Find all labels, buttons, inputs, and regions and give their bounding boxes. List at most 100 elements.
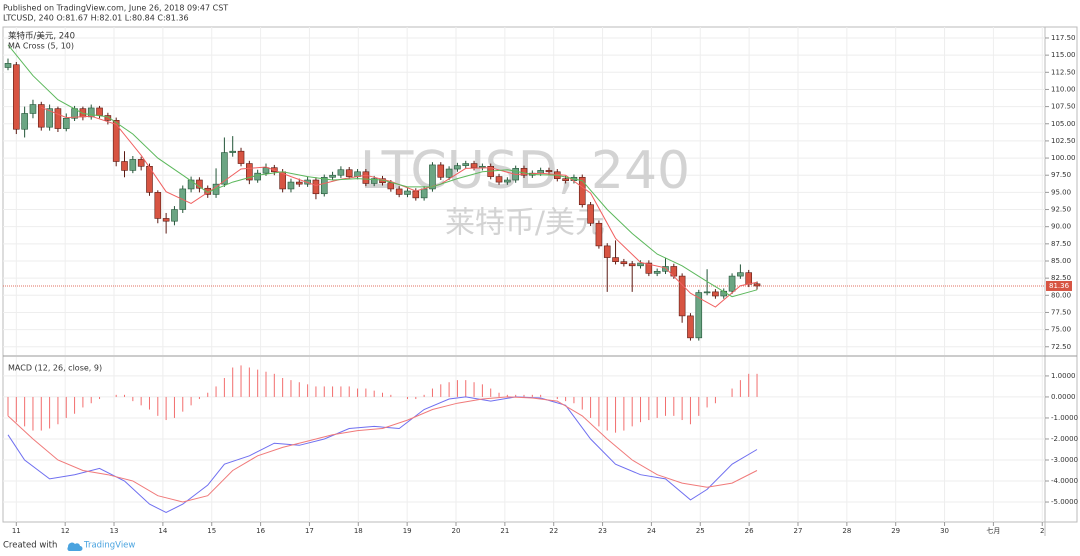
candle-body bbox=[678, 275, 686, 317]
candle-body bbox=[462, 163, 470, 166]
candle-body bbox=[404, 190, 411, 195]
candle-body bbox=[504, 179, 511, 183]
candle-body bbox=[129, 159, 137, 171]
candle-body bbox=[653, 270, 661, 274]
candle-body bbox=[578, 176, 586, 206]
x-tick-label: 13 bbox=[110, 527, 119, 535]
y-tick-label: -3.0000 bbox=[1051, 456, 1078, 464]
candle-body bbox=[362, 171, 370, 184]
logo-cloud bbox=[67, 542, 83, 551]
y-tick-label: 112.50 bbox=[1051, 68, 1076, 76]
candle-body bbox=[112, 120, 120, 162]
x-tick-label: 17 bbox=[305, 527, 314, 535]
candle-body bbox=[728, 275, 736, 292]
last-price-tag bbox=[1046, 280, 1072, 291]
x-tick-label: 12 bbox=[61, 527, 70, 535]
x-tick-label: 19 bbox=[403, 527, 412, 535]
chart-title: 莱特币/美元, 240 bbox=[8, 31, 75, 42]
candle-body bbox=[662, 266, 669, 272]
candle-body bbox=[171, 209, 178, 222]
candle-body bbox=[753, 283, 761, 287]
candle-body bbox=[637, 262, 644, 267]
x-tick-label: 30 bbox=[940, 527, 949, 535]
y-tick-label: 75.00 bbox=[1051, 326, 1071, 334]
tv-logo bbox=[67, 542, 83, 551]
x-tick-label: 21 bbox=[500, 527, 509, 535]
candle-body bbox=[154, 192, 162, 219]
x-tick-label: 23 bbox=[598, 527, 607, 535]
candle-body bbox=[329, 174, 336, 178]
candle-body bbox=[262, 167, 270, 174]
candle-body bbox=[187, 179, 195, 190]
x-tick-label: 七月 bbox=[986, 526, 1000, 535]
y-tick-label: 100.00 bbox=[1051, 154, 1076, 162]
x-tick-label: 14 bbox=[158, 527, 167, 535]
candle-body bbox=[29, 104, 37, 114]
candle-body bbox=[287, 181, 295, 190]
candle-body bbox=[337, 169, 345, 176]
candle-body bbox=[320, 176, 328, 195]
y-tick-label: 0.0000 bbox=[1051, 393, 1076, 401]
candle-body bbox=[312, 179, 320, 195]
y-tick-label: 77.50 bbox=[1051, 308, 1071, 316]
candle-body bbox=[612, 257, 619, 262]
candle-body bbox=[4, 63, 12, 68]
candle-body bbox=[121, 161, 128, 171]
candle-body bbox=[545, 170, 553, 173]
y-tick-label: 102.50 bbox=[1051, 137, 1076, 145]
indicator-label: MA Cross (5, 10) bbox=[8, 42, 74, 51]
candle-body bbox=[645, 262, 653, 274]
candle-body bbox=[345, 169, 353, 177]
candle-body bbox=[628, 263, 636, 267]
x-tick-label: 20 bbox=[452, 527, 461, 535]
macd-line bbox=[7, 396, 758, 503]
candle-body bbox=[387, 182, 395, 190]
candle-body bbox=[96, 107, 103, 116]
candle-body bbox=[520, 168, 528, 176]
y-tick-label: 105.00 bbox=[1051, 120, 1076, 128]
y-tick-label: -5.0000 bbox=[1051, 498, 1078, 506]
candle-body bbox=[562, 178, 569, 182]
candle-body bbox=[420, 188, 428, 199]
candle-body bbox=[712, 291, 719, 297]
candle-body bbox=[695, 292, 703, 339]
x-tick-label: 24 bbox=[647, 527, 656, 535]
y-tick-label: 92.50 bbox=[1051, 206, 1071, 214]
y-tick-label: 110.00 bbox=[1051, 85, 1076, 93]
candle-body bbox=[21, 113, 28, 130]
created-with: Created with bbox=[3, 541, 57, 551]
y-tick-label: 82.50 bbox=[1051, 274, 1071, 282]
candle-body bbox=[46, 108, 53, 128]
ma-line bbox=[7, 44, 758, 298]
candle-body bbox=[62, 117, 70, 129]
candle-body bbox=[395, 188, 403, 195]
last-price-label: 81.36 bbox=[1049, 282, 1070, 290]
x-tick-label: 25 bbox=[696, 527, 705, 535]
candle-body bbox=[221, 152, 228, 185]
candle-body bbox=[146, 165, 153, 193]
candle-body bbox=[246, 163, 253, 181]
candle-body bbox=[229, 150, 237, 153]
candle-body bbox=[495, 176, 503, 183]
candle-body bbox=[13, 64, 20, 130]
candle-body bbox=[370, 178, 378, 184]
x-tick-label: 29 bbox=[891, 527, 900, 535]
candle-body bbox=[454, 165, 461, 170]
candle-body bbox=[54, 108, 62, 129]
candle-body bbox=[412, 190, 420, 199]
y-tick-label: -1.0000 bbox=[1051, 414, 1078, 422]
y-tick-label: 72.50 bbox=[1051, 343, 1071, 351]
candle-body bbox=[703, 291, 711, 294]
candle-body bbox=[445, 168, 453, 178]
x-tick-label: 18 bbox=[354, 527, 363, 535]
candle-body bbox=[587, 204, 594, 224]
brand: TradingView bbox=[83, 541, 135, 551]
y-tick-label: 87.50 bbox=[1051, 240, 1071, 248]
candle-body bbox=[737, 272, 744, 277]
chart-layer: 72.50 75.00 77.50 80.00 82.50 85.00 87.50 90.00… bbox=[3, 27, 1078, 535]
candle-body bbox=[595, 222, 603, 247]
y-tick-label: 115.00 bbox=[1051, 51, 1076, 59]
candle-body bbox=[437, 164, 445, 178]
